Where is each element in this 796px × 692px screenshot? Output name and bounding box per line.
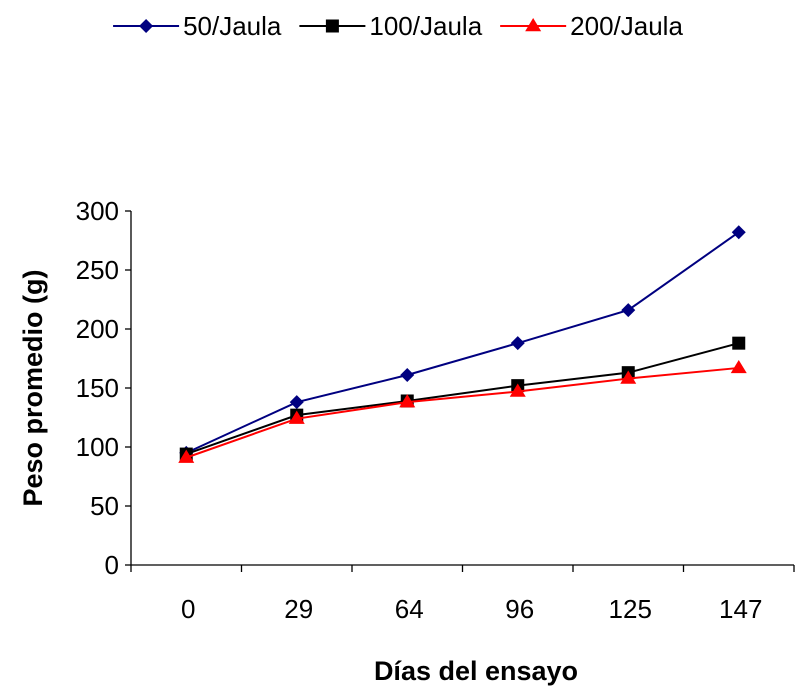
legend-item: 50/Jaula <box>113 11 282 41</box>
x-tick-label: 96 <box>505 594 534 624</box>
y-tick-label: 200 <box>76 314 119 344</box>
data-point <box>620 370 637 384</box>
x-tick-label: 147 <box>719 594 762 624</box>
x-tick-label: 29 <box>284 594 313 624</box>
data-point <box>509 383 526 397</box>
data-point <box>510 336 525 351</box>
legend-marker <box>525 18 542 32</box>
data-point <box>288 410 305 424</box>
x-tick-label: 64 <box>395 594 424 624</box>
data-point <box>621 303 636 318</box>
y-tick-label: 150 <box>76 373 119 403</box>
y-tick-label: 50 <box>90 491 119 521</box>
y-axis-title: Peso promedio (g) <box>18 269 48 506</box>
series-line <box>185 342 740 456</box>
y-tick-label: 100 <box>76 432 119 462</box>
legend-marker <box>325 19 339 33</box>
legend-label: 200/Jaula <box>570 11 683 41</box>
data-point <box>400 368 415 383</box>
chart-legend: 50/Jaula 100/Jaula 200/Jaula <box>113 11 683 41</box>
data-point <box>731 225 746 240</box>
y-tick-label: 0 <box>105 550 119 580</box>
legend-item: 100/Jaula <box>299 11 483 41</box>
data-point <box>732 336 746 350</box>
legend-marker <box>139 19 154 33</box>
series-3 <box>178 359 747 463</box>
data-point <box>178 449 195 463</box>
data-point <box>730 359 747 374</box>
y-tick-label: 250 <box>76 255 119 285</box>
x-tick-label: 125 <box>609 594 652 624</box>
chart-series <box>178 225 747 463</box>
series-line <box>185 366 739 459</box>
x-tick-label: 0 <box>181 594 195 624</box>
legend-item: 200/Jaula <box>500 11 683 41</box>
y-tick-label: 300 <box>76 196 119 226</box>
data-point <box>399 394 416 408</box>
series-line <box>185 231 740 454</box>
legend-label: 100/Jaula <box>369 11 482 41</box>
series-1 <box>179 225 746 460</box>
legend-label: 50/Jaula <box>183 11 282 41</box>
series-2 <box>179 336 746 461</box>
data-point <box>289 395 304 410</box>
x-axis-title: Días del ensayo <box>374 656 578 686</box>
chart-axes: 0 50 100 150 200 250 300 0 29 64 96 125 147 <box>76 196 795 624</box>
